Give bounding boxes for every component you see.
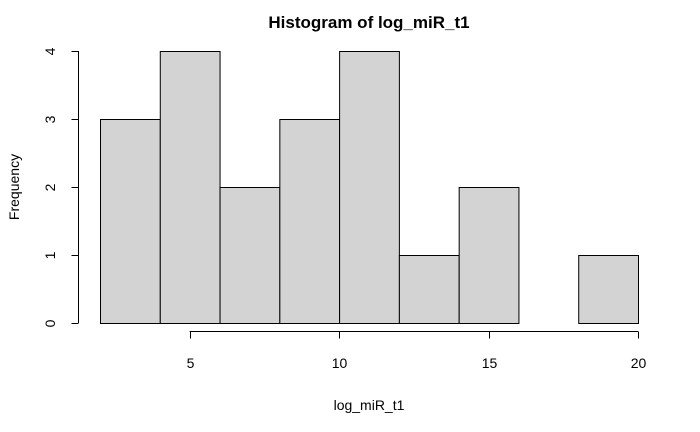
histogram-bar [458,187,520,324]
histogram-bar [279,119,341,324]
histogram-bar [100,119,161,324]
y-tick-label: 3 [42,115,58,123]
bars-group [100,51,640,324]
histogram-bar [398,255,460,324]
x-axis: 5 10 15 20 [187,331,647,371]
chart-title: Histogram of log_miR_t1 [268,13,469,32]
histogram-bar [339,51,400,324]
y-tick-label: 0 [42,319,58,327]
x-tick-label: 5 [187,355,195,371]
x-axis-label: log_miR_t1 [334,397,405,413]
y-axis-label: Frequency [6,154,22,220]
y-tick-label: 2 [42,183,58,191]
histogram-bar [578,255,640,324]
y-tick-label: 4 [42,47,58,55]
histogram-bar [219,187,281,324]
x-tick-label: 20 [631,355,647,371]
y-axis: 0 1 2 3 4 [42,47,79,327]
y-tick-label: 1 [42,251,58,259]
histogram-bar [159,51,221,324]
x-tick-label: 10 [332,355,348,371]
x-tick-label: 15 [482,355,498,371]
